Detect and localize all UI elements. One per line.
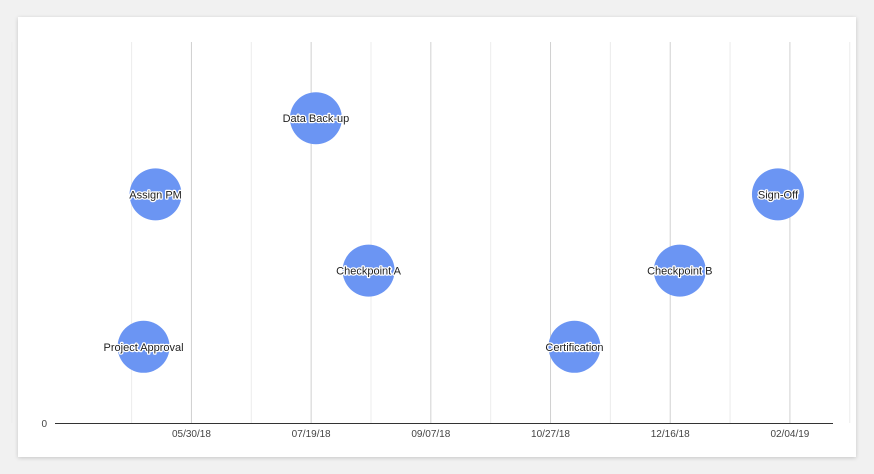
milestone-bubble[interactable] bbox=[129, 168, 182, 221]
milestone-bubble[interactable] bbox=[289, 92, 342, 145]
y-tick-label-0: 0 bbox=[41, 419, 47, 430]
milestone-label: Certification bbox=[545, 342, 603, 354]
chart-card bbox=[18, 17, 856, 457]
x-tick-label: 10/27/18 bbox=[531, 429, 570, 440]
x-tick-labels: 05/30/18 07/19/18 09/07/18 10/27/18 12/16/18… bbox=[172, 429, 810, 440]
milestone-label: Data Back-up bbox=[283, 113, 350, 125]
milestone-label: Assign PM bbox=[129, 189, 182, 201]
milestone-bubble[interactable] bbox=[751, 168, 804, 221]
x-tick-label: 07/19/18 bbox=[292, 429, 331, 440]
milestone-label: Project Approval bbox=[104, 342, 184, 354]
milestone-bubble[interactable] bbox=[548, 320, 601, 373]
vertical-gridlines bbox=[11, 42, 851, 423]
milestone-bubble[interactable] bbox=[653, 244, 706, 297]
data-points: Project Approval Assign PM Data Back-up Che… bbox=[102, 92, 804, 373]
milestone-label: Checkpoint A bbox=[336, 266, 401, 278]
x-tick-label: 12/16/18 bbox=[651, 429, 690, 440]
milestone-label: Checkpoint B bbox=[647, 266, 712, 278]
x-tick-label: 09/07/18 bbox=[411, 429, 450, 440]
milestone-bubble[interactable] bbox=[117, 320, 170, 373]
milestone-label: Sign-Off bbox=[758, 189, 799, 201]
x-tick-label: 02/04/19 bbox=[770, 429, 809, 440]
x-tick-label: 05/30/18 bbox=[172, 429, 211, 440]
milestone-bubble[interactable] bbox=[342, 244, 395, 297]
